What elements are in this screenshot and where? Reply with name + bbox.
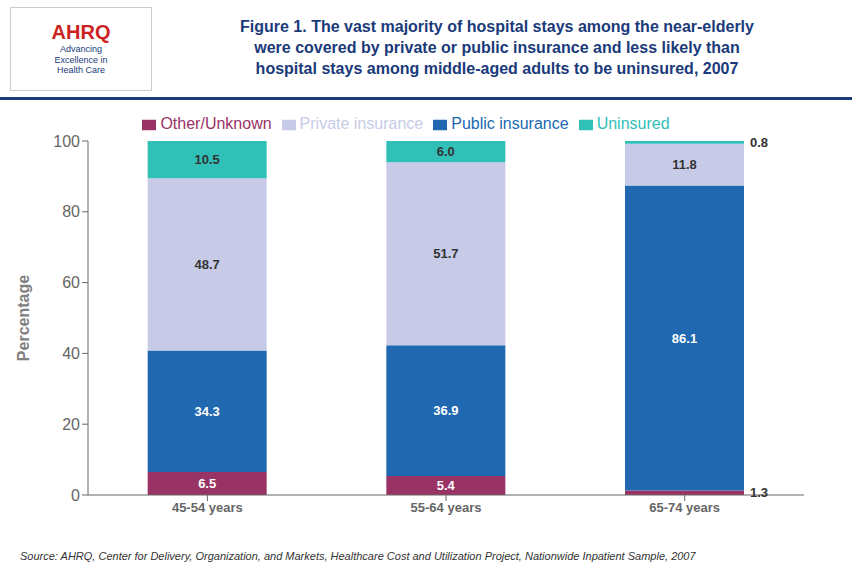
svg-text:51.7: 51.7 [433, 246, 458, 261]
svg-text:45-54 years: 45-54 years [172, 500, 243, 515]
svg-text:Percentage: Percentage [15, 275, 32, 361]
svg-text:6.5: 6.5 [198, 476, 216, 491]
svg-text:1.3: 1.3 [750, 485, 768, 500]
html-text:Other/Unknown: Other/Unknown [160, 115, 272, 132]
svg-text:40: 40 [62, 345, 80, 362]
svg-text:10.5: 10.5 [195, 152, 220, 167]
svg-text:36.9: 36.9 [433, 403, 458, 418]
svg-text:6.0: 6.0 [437, 144, 455, 159]
svg-text:0: 0 [71, 487, 80, 504]
svg-text:5.4: 5.4 [437, 478, 456, 493]
html-text:Advancing Excellence in Health: Advancing Excellence in Health Care [54, 44, 108, 76]
svg-text:20: 20 [62, 416, 80, 433]
html-text:Uninsured: Uninsured [596, 115, 670, 132]
svg-text:55-64 years: 55-64 years [411, 500, 482, 515]
svg-text:11.8: 11.8 [672, 157, 697, 172]
svg-text:34.3: 34.3 [195, 404, 220, 419]
html-text:Public insurance: Public insurance [451, 115, 569, 132]
svg-text:0.8: 0.8 [750, 135, 768, 150]
html-text:AHRQ: AHRQ [51, 21, 111, 44]
svg-text:86.1: 86.1 [672, 331, 697, 346]
html-text:Figure 1. The vast majority of: Figure 1. The vast majority of hospital … [240, 18, 754, 77]
svg-text:80: 80 [62, 203, 80, 220]
svg-text:60: 60 [62, 274, 80, 291]
svg-text:65-74 years: 65-74 years [649, 500, 720, 515]
svg-text:100: 100 [53, 133, 80, 150]
svg-text:48.7: 48.7 [195, 257, 220, 272]
html-text:Private insurance: Private insurance [299, 115, 424, 132]
html-text:Source: AHRQ, Center for Deliv: Source: AHRQ, Center for Delivery, Organ… [20, 550, 696, 562]
